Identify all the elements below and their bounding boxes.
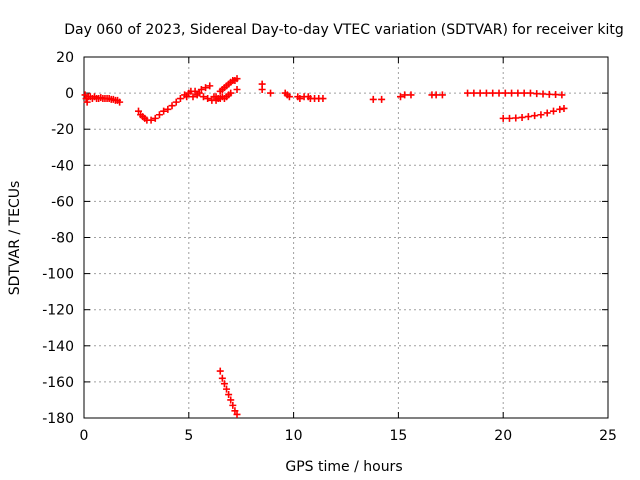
data-point (556, 105, 564, 113)
data-point (223, 385, 231, 393)
data-point (545, 90, 553, 98)
data-point (195, 89, 203, 97)
y-tick-label: -160 (42, 375, 74, 391)
data-point (233, 75, 241, 83)
data-point (155, 111, 163, 119)
data-point (539, 90, 547, 98)
data-point (233, 85, 241, 93)
data-point (520, 89, 528, 97)
data-point (160, 107, 168, 115)
y-tick-label: -60 (51, 194, 74, 210)
data-point (396, 93, 404, 101)
x-tick-label: 10 (285, 428, 303, 444)
data-point (432, 91, 440, 99)
data-point (227, 396, 235, 404)
data-point (543, 109, 551, 117)
x-axis-label: GPS time / hours (285, 459, 402, 475)
data-point (464, 89, 472, 97)
data-point (550, 107, 558, 115)
data-point (512, 114, 520, 122)
y-tick-label: -180 (42, 411, 74, 427)
x-tick-label: 20 (494, 428, 512, 444)
data-point (197, 85, 205, 93)
data-point (212, 93, 220, 101)
data-point (470, 89, 478, 97)
y-tick-label: -80 (51, 231, 74, 247)
data-point (199, 93, 207, 101)
data-point (191, 87, 199, 95)
data-point (225, 391, 233, 399)
chart-title: Day 060 of 2023, Sidereal Day-to-day VTE… (64, 22, 624, 38)
data-point (134, 107, 142, 115)
data-point (147, 116, 155, 124)
x-tick-label: 25 (599, 428, 617, 444)
data-point (285, 93, 293, 101)
data-point (518, 113, 526, 121)
data-point (524, 113, 532, 121)
data-point (151, 114, 159, 122)
data-point (495, 89, 503, 97)
data-point (476, 89, 484, 97)
y-axis-label: SDTVAR / TECUs (7, 181, 23, 296)
data-point (552, 91, 560, 99)
data-point (164, 105, 172, 113)
data-point (558, 91, 566, 99)
data-point (218, 374, 226, 382)
y-tick-label: -120 (42, 303, 74, 319)
data-point (378, 95, 386, 103)
data-point (229, 401, 237, 409)
data-point (183, 93, 191, 101)
data-point (508, 89, 516, 97)
data-point (168, 102, 176, 110)
data-point (267, 89, 275, 97)
data-point (501, 89, 509, 97)
data-point (401, 91, 409, 99)
data-point (116, 98, 124, 106)
x-tick-label: 5 (184, 428, 193, 444)
y-tick-label: 0 (65, 86, 74, 102)
data-point (296, 95, 304, 103)
data-point (369, 95, 377, 103)
data-point (227, 89, 235, 97)
data-point (216, 367, 224, 375)
data-points (81, 75, 568, 418)
data-point (526, 89, 534, 97)
data-point (204, 95, 212, 103)
data-point (531, 112, 539, 120)
data-point (533, 90, 541, 98)
data-point (499, 114, 507, 122)
data-point (489, 89, 497, 97)
data-point (231, 407, 239, 415)
data-point (189, 93, 197, 101)
y-tick-label: 20 (56, 50, 74, 66)
data-point (560, 104, 568, 112)
data-point (537, 111, 545, 119)
x-tick-label: 0 (80, 428, 89, 444)
y-tick-label: -40 (51, 158, 74, 174)
y-tick-label: -20 (51, 122, 74, 138)
data-point (202, 84, 210, 92)
data-point (176, 95, 184, 103)
y-tick-label: -100 (42, 267, 74, 283)
axis-ticks: 0 5 10 15 20 25 20 0 -20 -40 -60 -80 -100 -120 -140 -16… (42, 50, 617, 444)
data-point (172, 98, 180, 106)
data-point (220, 380, 228, 388)
y-tick-label: -140 (42, 339, 74, 355)
x-tick-label: 15 (389, 428, 407, 444)
data-point (505, 114, 513, 122)
data-point (258, 85, 266, 93)
data-point (407, 91, 415, 99)
data-point (83, 98, 91, 106)
data-point (233, 410, 241, 418)
data-point (438, 91, 446, 99)
data-point (206, 82, 214, 90)
data-point (514, 89, 522, 97)
data-point (482, 89, 490, 97)
data-point (319, 95, 327, 103)
